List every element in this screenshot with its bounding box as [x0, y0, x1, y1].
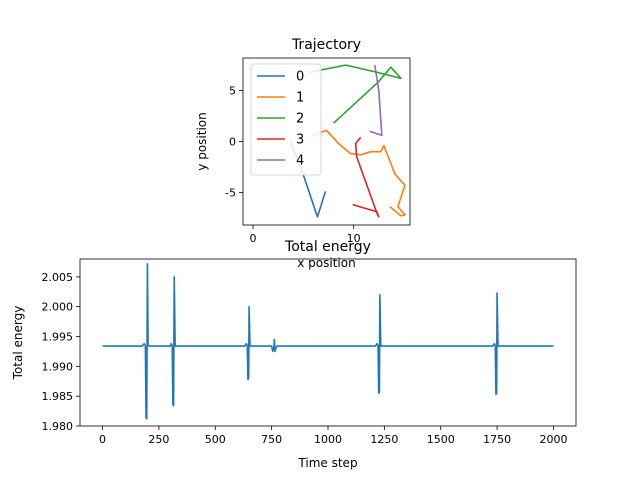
- energy-xtick-label: 1250: [370, 433, 398, 446]
- energy-xtick-label: 0: [99, 433, 106, 446]
- trajectory-xtick-label: 10: [347, 232, 361, 245]
- energy-lines: [102, 262, 554, 420]
- trajectory-legend-label-1: 1: [296, 91, 304, 106]
- trajectory-series-3-line: [352, 136, 380, 218]
- trajectory-xlabel: x position: [297, 256, 355, 270]
- trajectory-title: Trajectory: [291, 37, 361, 53]
- trajectory-ytick-label: 0: [229, 136, 236, 149]
- trajectory-series-4-line: [369, 65, 383, 137]
- energy-series-0-line: [102, 262, 554, 420]
- trajectory-ytick-label: -5: [225, 186, 236, 199]
- energy-xtick-label: 2000: [539, 433, 567, 446]
- trajectory-ylabel: y position: [195, 112, 209, 170]
- trajectory-series-1-line: [311, 129, 406, 217]
- energy-xlabel: Time step: [297, 456, 357, 470]
- energy-axes: 0 250 500 750 1000 1250 1500 1750 2000 1.980 1.985…: [11, 239, 577, 470]
- energy-ytick-label: 2.005: [42, 271, 74, 284]
- energy-ytick-label: 2.000: [42, 301, 74, 314]
- energy-ticks: 0 250 500 750 1000 1250 1500 1750 2000 1.980 1.985…: [42, 271, 568, 446]
- energy-xtick-label: 250: [148, 433, 169, 446]
- energy-ytick-label: 1.985: [42, 390, 74, 403]
- trajectory-ytick-label: 5: [229, 85, 236, 98]
- trajectory-legend-label-2: 2: [296, 112, 304, 127]
- trajectory-legend-label-0: 0: [296, 70, 304, 85]
- trajectory-legend-box: [250, 63, 322, 176]
- energy-xtick-label: 1000: [314, 433, 342, 446]
- trajectory-xtick-label: 0: [250, 232, 257, 245]
- trajectory-legend-label-4: 4: [296, 154, 304, 169]
- energy-ytick-label: 1.980: [42, 420, 74, 433]
- trajectory-legend: 0 1 2 3 4: [250, 63, 322, 176]
- energy-ytick-label: 1.990: [42, 360, 74, 373]
- trajectory-ticks: 0 10 -5 0 5: [225, 85, 361, 245]
- energy-xtick-label: 1750: [483, 433, 511, 446]
- energy-ylabel: Total energy: [11, 306, 25, 381]
- energy-xtick-label: 500: [205, 433, 226, 446]
- trajectory-legend-label-3: 3: [296, 133, 304, 148]
- energy-xtick-label: 1500: [427, 433, 455, 446]
- energy-ytick-label: 1.995: [42, 331, 74, 344]
- energy-title: Total energy: [284, 239, 371, 255]
- trajectory-axes: 0 10-505 Trajectory x position y position…: [195, 37, 411, 270]
- energy-xtick-label: 750: [261, 433, 282, 446]
